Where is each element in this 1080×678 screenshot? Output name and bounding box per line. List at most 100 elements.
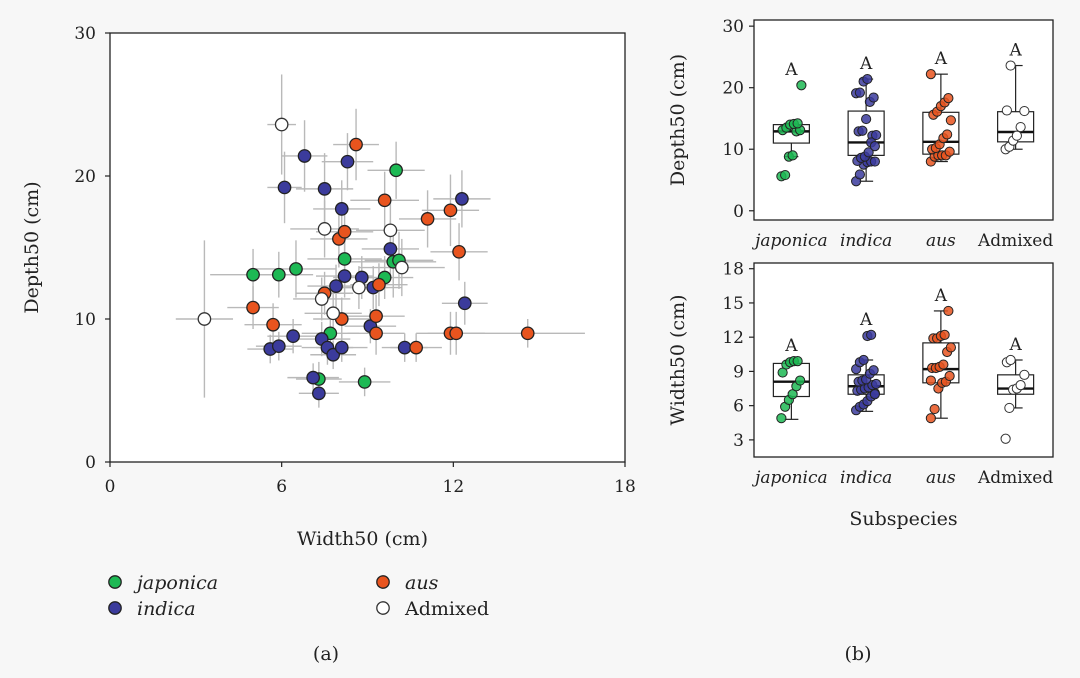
- box-point-indica: [854, 169, 865, 180]
- y-tick-label: 0: [733, 202, 744, 222]
- group-letter: A: [1008, 41, 1022, 61]
- legend-label-indica: indica: [137, 598, 196, 620]
- scatter-point-japonica: [357, 375, 372, 389]
- scatter-point-indica: [297, 149, 312, 163]
- x-tick-label: Admixed: [977, 231, 1053, 251]
- box-point-aus: [925, 375, 936, 386]
- scatter-point-japonica: [246, 267, 260, 282]
- x-axis-label: Subspecies: [849, 508, 957, 530]
- scatter-point-indica: [337, 269, 352, 283]
- group-letter: A: [934, 49, 948, 69]
- scatter-point-aus: [372, 277, 386, 292]
- scatter-point-indica: [340, 154, 355, 169]
- box-point-aus: [925, 69, 936, 80]
- box-point-aus: [945, 342, 956, 353]
- scatter-point-aus: [337, 224, 352, 239]
- y-tick-label: 18: [722, 260, 744, 280]
- box-point-admixed: [1015, 121, 1026, 133]
- box-point-indica: [854, 87, 865, 98]
- x-tick-label: indica: [840, 468, 892, 488]
- panel-label-b: (b): [845, 643, 872, 665]
- scatter-point-aus: [266, 317, 280, 332]
- scatter-point-aus: [520, 326, 535, 341]
- y-tick-label: 20: [722, 79, 744, 99]
- box-point-aus: [944, 146, 955, 157]
- scatter-point-indica: [455, 192, 469, 206]
- box-point-aus: [929, 403, 940, 415]
- scatter-point-aus: [443, 203, 458, 218]
- x-tick-label: japonica: [751, 231, 828, 251]
- box-point-aus: [925, 413, 936, 424]
- scatter-point-indica: [334, 340, 349, 355]
- box-point-japonica: [795, 375, 806, 386]
- box-point-japonica: [792, 118, 803, 129]
- box-point-japonica: [796, 80, 807, 91]
- box-point-indica: [871, 129, 882, 141]
- y-tick-label: 9: [733, 362, 744, 382]
- box-point-aus: [943, 93, 954, 104]
- y-tick-label: 10: [722, 140, 744, 160]
- box-point-indica: [869, 141, 880, 152]
- scatter-point-admixed: [326, 306, 341, 321]
- scatter-point-aus: [349, 137, 363, 152]
- box-point-japonica: [792, 356, 803, 367]
- box-point-indica: [868, 92, 879, 103]
- legend-label-aus: aus: [405, 572, 439, 594]
- scatter-point-indica: [306, 370, 320, 385]
- panel-labels: (a) (b): [313, 643, 872, 665]
- y-tick-label: 6: [733, 397, 744, 417]
- box-point-aus: [939, 329, 950, 340]
- box-point-admixed: [1015, 380, 1026, 391]
- scatter-point-aus: [452, 244, 466, 259]
- legend-label-admixed: Admixed: [404, 598, 489, 620]
- box-point-admixed: [1005, 354, 1016, 366]
- box-point-japonica: [780, 169, 791, 181]
- box-point-admixed: [1000, 433, 1011, 444]
- y-tick-label: 15: [722, 294, 744, 314]
- scatter-point-japonica: [337, 252, 352, 266]
- group-letter: A: [784, 336, 798, 356]
- scatter-point-aus: [369, 326, 383, 341]
- x-axis-label: Width50 (cm): [297, 528, 428, 550]
- group-letter: A: [1008, 335, 1022, 355]
- scatter-point-admixed: [352, 280, 366, 295]
- scatter-point-admixed: [314, 292, 329, 306]
- group-letter: A: [859, 54, 873, 74]
- scatter-point-aus: [369, 309, 383, 323]
- scatter-point-japonica: [389, 163, 403, 178]
- box-point-admixed: [1011, 130, 1022, 141]
- scatter-point-japonica: [289, 262, 303, 276]
- scatter-point-admixed: [197, 312, 212, 326]
- box-point-indica: [871, 378, 882, 390]
- y-tick-label: 10: [74, 310, 96, 330]
- scatter-point-aus: [409, 340, 423, 355]
- box-point-indica: [869, 156, 880, 167]
- y-tick-label: 12: [722, 328, 744, 348]
- plot-area-a: [109, 32, 626, 463]
- y-axis-label: Depth50 (cm): [667, 54, 689, 186]
- legend-marker-indica: [108, 601, 122, 615]
- box-point-admixed: [1004, 402, 1015, 414]
- box-point-japonica: [776, 413, 787, 424]
- scatter-point-indica: [271, 339, 286, 354]
- panel-label-a: (a): [313, 643, 339, 665]
- box-point-admixed: [1005, 60, 1016, 71]
- y-tick-label: 30: [74, 24, 96, 44]
- box-point-indica: [862, 73, 873, 85]
- scatter-point-indica: [397, 340, 412, 355]
- scatter-point-indica: [334, 202, 349, 216]
- box-point-japonica: [787, 150, 798, 161]
- legend-marker-aus: [376, 575, 390, 589]
- legend-marker-japonica: [108, 575, 122, 589]
- box-point-aus: [944, 370, 955, 382]
- box-point-aus: [938, 359, 949, 370]
- x-tick-label: japonica: [751, 468, 828, 488]
- x-tick-label: aus: [926, 468, 956, 488]
- y-tick-label: 30: [722, 17, 744, 37]
- legend: japonica indica aus Admixed: [108, 572, 489, 620]
- box-point-indica: [857, 125, 868, 136]
- y-tick-label: 0: [85, 453, 96, 473]
